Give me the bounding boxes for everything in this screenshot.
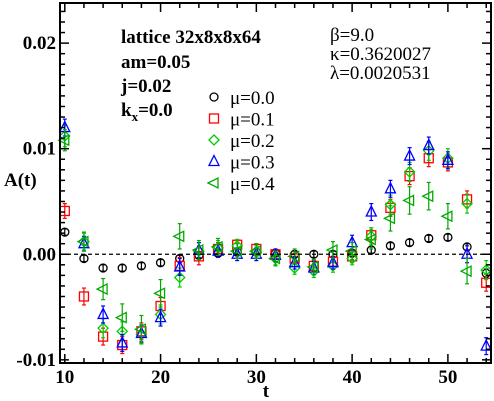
legend-label: μ=0.1 <box>230 110 275 131</box>
data-point <box>98 263 108 273</box>
data-point <box>365 204 378 217</box>
data-point <box>480 338 493 351</box>
data-point <box>424 233 434 244</box>
legend-label: μ=0.4 <box>230 174 275 195</box>
legend-label: μ=0.0 <box>230 88 275 109</box>
data-point <box>461 197 473 210</box>
data-point <box>459 265 472 278</box>
y-tick-label: 0.01 <box>23 139 56 160</box>
x-tick-label: 30 <box>247 367 266 388</box>
data-point <box>172 230 185 243</box>
legend-marker <box>208 134 220 146</box>
legend-marker <box>206 176 219 190</box>
data-point <box>382 212 396 225</box>
series-layer <box>57 118 493 356</box>
data-point <box>346 252 359 265</box>
y-tick-label: 0.02 <box>23 33 56 54</box>
annotation-right-line: β=9.0 <box>330 25 374 46</box>
data-point <box>191 243 204 257</box>
data-point <box>136 261 147 271</box>
legend-marker <box>209 92 219 102</box>
x-axis-label: t <box>263 381 270 401</box>
data-point <box>422 138 435 151</box>
data-point <box>153 287 166 300</box>
legend-marker <box>208 113 220 124</box>
y-tick-label: -0.01 <box>16 350 56 371</box>
data-point <box>116 335 129 348</box>
data-point <box>114 311 127 324</box>
data-point <box>268 252 281 265</box>
data-point <box>402 194 415 207</box>
annotation-left-line: j=0.02 <box>120 76 171 97</box>
data-point <box>404 237 415 248</box>
data-point <box>155 258 166 268</box>
x-tick-label: 20 <box>151 367 170 388</box>
data-point <box>97 322 110 335</box>
data-point <box>133 323 147 336</box>
y-axis-label: A(t) <box>4 170 37 191</box>
data-point <box>78 291 90 302</box>
y-tick-label: 0.00 <box>23 244 56 265</box>
data-point <box>309 249 319 259</box>
annotation-right-line: λ=0.0020531 <box>330 63 431 84</box>
x-tick-label: 40 <box>343 367 362 388</box>
data-point <box>76 235 89 248</box>
data-point <box>248 245 261 258</box>
data-point <box>326 255 340 268</box>
data-point <box>441 152 454 165</box>
frame-layer <box>59 2 492 364</box>
data-point <box>154 310 167 323</box>
legend-marker <box>207 154 221 167</box>
legend-label: μ=0.3 <box>230 153 275 174</box>
data-point <box>403 165 416 178</box>
annotation-left-line: am=0.05 <box>121 52 190 73</box>
data-point <box>95 283 108 296</box>
data-point <box>403 148 416 161</box>
x-tick-label: 50 <box>438 367 457 388</box>
data-point <box>344 245 357 258</box>
data-point <box>385 241 396 251</box>
annotation-left-line: lattice 32x8x8x64 <box>121 27 261 48</box>
annotation-right-line: κ=0.3620027 <box>330 44 431 65</box>
data-point <box>306 260 319 273</box>
data-point <box>363 233 376 246</box>
data-point <box>325 243 338 257</box>
data-point <box>210 240 223 253</box>
data-point <box>288 255 301 268</box>
x-tick-label: 10 <box>55 367 74 388</box>
data-point <box>421 190 434 203</box>
data-point <box>440 210 453 223</box>
data-point <box>97 306 110 320</box>
data-point <box>173 271 186 284</box>
data-point <box>173 259 186 272</box>
annotation-kx: kx=0.0 <box>121 100 173 124</box>
legend-label: μ=0.2 <box>230 131 275 152</box>
data-point <box>229 245 242 258</box>
data-point <box>117 263 127 273</box>
text-layer: 10 20 30 40 50 -0.01 0.00 0.01 0.02 t A(t) lattice … <box>4 25 457 401</box>
data-point <box>384 181 397 194</box>
data-point <box>443 232 453 243</box>
